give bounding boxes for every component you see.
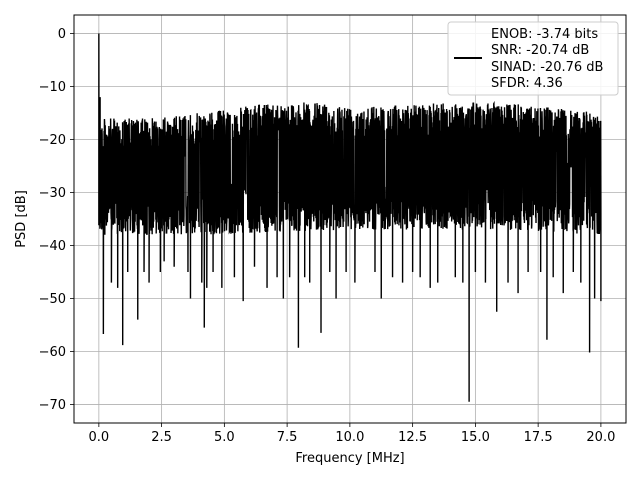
- y-tick-label: 0: [58, 27, 66, 42]
- psd-series-line: [98, 33, 602, 402]
- x-tick-label: 12.5: [398, 430, 427, 445]
- y-tick-label: −20: [39, 133, 66, 148]
- x-tick-label: 20.0: [586, 430, 615, 445]
- x-tick-label: 5.0: [214, 430, 235, 445]
- x-tick-label: 10.0: [335, 430, 364, 445]
- y-tick-label: −40: [39, 239, 66, 254]
- y-axis-label: PSD [dB]: [14, 190, 29, 248]
- legend-sfdr: SFDR: 4.36: [491, 76, 563, 91]
- legend: ENOB: -3.74 bits SNR: -20.74 dB SINAD: -…: [447, 21, 619, 96]
- y-tick-label: −70: [39, 398, 66, 413]
- x-axis: 0.0 2.5 5.0 7.5 10.0 12.5 15.0 17.5 20.0: [89, 423, 615, 445]
- x-axis-label: Frequency [MHz]: [295, 451, 404, 466]
- x-tick-label: 15.0: [461, 430, 490, 445]
- legend-snr: SNR: -20.74 dB: [491, 43, 589, 58]
- y-axis: 0 −10 −20 −30 −40 −50 −60 −70: [39, 27, 74, 413]
- x-tick-label: 17.5: [524, 430, 553, 445]
- legend-box: [447, 21, 619, 96]
- y-tick-label: −50: [39, 292, 66, 307]
- series-layer: [98, 33, 602, 402]
- legend-enob: ENOB: -3.74 bits: [491, 27, 598, 42]
- y-tick-label: −30: [39, 186, 66, 201]
- x-tick-label: 0.0: [89, 430, 110, 445]
- y-tick-label: −10: [39, 80, 66, 95]
- y-tick-label: −60: [39, 345, 66, 360]
- x-tick-label: 7.5: [277, 430, 298, 445]
- x-tick-label: 2.5: [151, 430, 172, 445]
- legend-sinad: SINAD: -20.76 dB: [491, 60, 603, 75]
